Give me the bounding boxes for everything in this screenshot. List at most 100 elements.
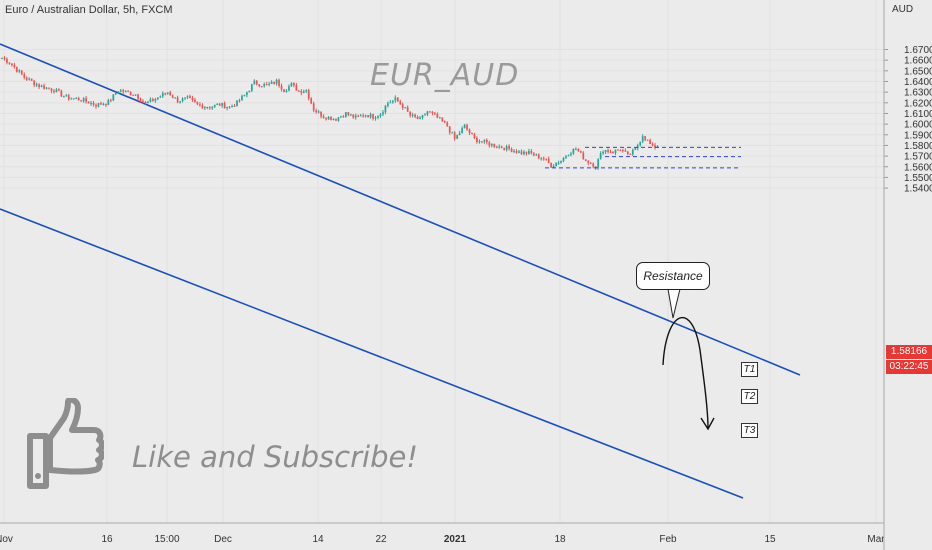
candle-body xyxy=(609,151,612,153)
forecast-arrowhead xyxy=(700,417,715,431)
time-tick-label: 22 xyxy=(375,534,387,545)
target-label-t3[interactable]: T3 xyxy=(741,423,758,438)
candle-body xyxy=(579,151,582,153)
candle-body xyxy=(542,158,545,160)
candle-body xyxy=(394,97,397,101)
candle-body xyxy=(50,88,53,91)
candle-body xyxy=(493,143,496,148)
candle-body xyxy=(142,101,144,103)
price-tick-label: 1.65000 xyxy=(904,66,932,77)
candle-body xyxy=(92,102,95,105)
candle-body xyxy=(300,91,303,93)
candle-body xyxy=(297,90,300,92)
candle-body xyxy=(122,90,125,92)
candle-body xyxy=(456,135,459,139)
target-label-t1[interactable]: T1 xyxy=(741,362,758,377)
candle-body xyxy=(176,97,179,103)
lower-channel-line xyxy=(0,208,744,499)
candle-body xyxy=(594,166,597,168)
candle-body xyxy=(461,128,463,134)
candle-body xyxy=(208,107,211,109)
candle-body xyxy=(352,114,355,118)
candle-body xyxy=(545,158,548,160)
currency-label[interactable]: AUD xyxy=(892,4,914,15)
price-tick-label: 1.54000 xyxy=(904,184,932,195)
candle-body xyxy=(646,139,649,141)
candle-body xyxy=(273,81,275,84)
candle-body xyxy=(77,98,80,101)
candle-body xyxy=(137,94,139,99)
candle-body xyxy=(55,89,58,93)
candle-body xyxy=(631,149,634,155)
candle-body xyxy=(406,107,409,112)
candle-body xyxy=(40,85,43,88)
candle-body xyxy=(268,83,271,85)
candle-body xyxy=(485,139,488,143)
candle-body xyxy=(132,94,134,96)
candle-body xyxy=(587,160,590,164)
candle-body xyxy=(622,149,624,151)
candle-body xyxy=(362,115,365,117)
candle-body xyxy=(641,136,644,142)
candle-body xyxy=(416,116,419,119)
price-tick-label: 1.59000 xyxy=(904,130,932,141)
price-tick-label: 1.57000 xyxy=(904,152,932,163)
candle-body xyxy=(443,121,446,123)
candle-body xyxy=(255,80,258,85)
candle-body xyxy=(191,98,194,101)
time-tick-label: 14 xyxy=(312,534,324,545)
candle-body xyxy=(216,103,219,105)
candle-body xyxy=(169,92,172,96)
candle-body xyxy=(599,153,602,160)
candle-body xyxy=(426,111,429,115)
candle-body xyxy=(471,132,473,135)
candle-body xyxy=(619,149,622,151)
candle-body xyxy=(518,151,520,153)
candle-body xyxy=(23,74,26,78)
candle-body xyxy=(80,100,83,102)
candle-body xyxy=(260,86,263,88)
candle-body xyxy=(344,112,347,118)
candle-body xyxy=(85,98,87,102)
candle-body xyxy=(243,94,246,97)
candle-body xyxy=(626,151,629,154)
candle-body xyxy=(15,67,18,72)
candle-body xyxy=(535,154,538,156)
candle-body xyxy=(391,100,394,103)
candle-body xyxy=(570,153,572,156)
candle-body xyxy=(295,85,298,91)
candle-body xyxy=(194,100,196,103)
candle-body xyxy=(275,79,278,84)
candle-body xyxy=(634,148,637,150)
candle-body xyxy=(369,114,372,118)
candle-body xyxy=(421,115,424,118)
candle-body xyxy=(231,105,233,107)
resistance-callout[interactable]: Resistance xyxy=(636,262,710,290)
candle-body xyxy=(382,112,384,115)
candle-body xyxy=(35,84,38,86)
last-price-tag: 1.58166 xyxy=(886,345,932,359)
candle-body xyxy=(241,96,243,101)
candle-body xyxy=(584,159,587,161)
candle-body xyxy=(349,114,352,116)
candle-body xyxy=(285,90,288,93)
candle-body xyxy=(58,89,60,91)
candle-body xyxy=(379,114,382,117)
candle-body xyxy=(18,70,21,72)
candle-body xyxy=(164,93,167,95)
candle-body xyxy=(159,96,162,98)
candle-body xyxy=(226,107,228,109)
candle-body xyxy=(557,162,560,164)
target-label-t2[interactable]: T2 xyxy=(741,389,758,404)
candle-body xyxy=(278,79,280,86)
candle-body xyxy=(258,84,261,87)
candle-body xyxy=(404,107,407,109)
symbol-header[interactable]: Euro / Australian Dollar, 5h, FXCM xyxy=(5,4,173,16)
candle-body xyxy=(565,156,567,158)
candle-body xyxy=(614,149,617,154)
candle-body xyxy=(112,94,115,101)
candle-body xyxy=(510,148,513,152)
candle-body xyxy=(288,86,290,91)
